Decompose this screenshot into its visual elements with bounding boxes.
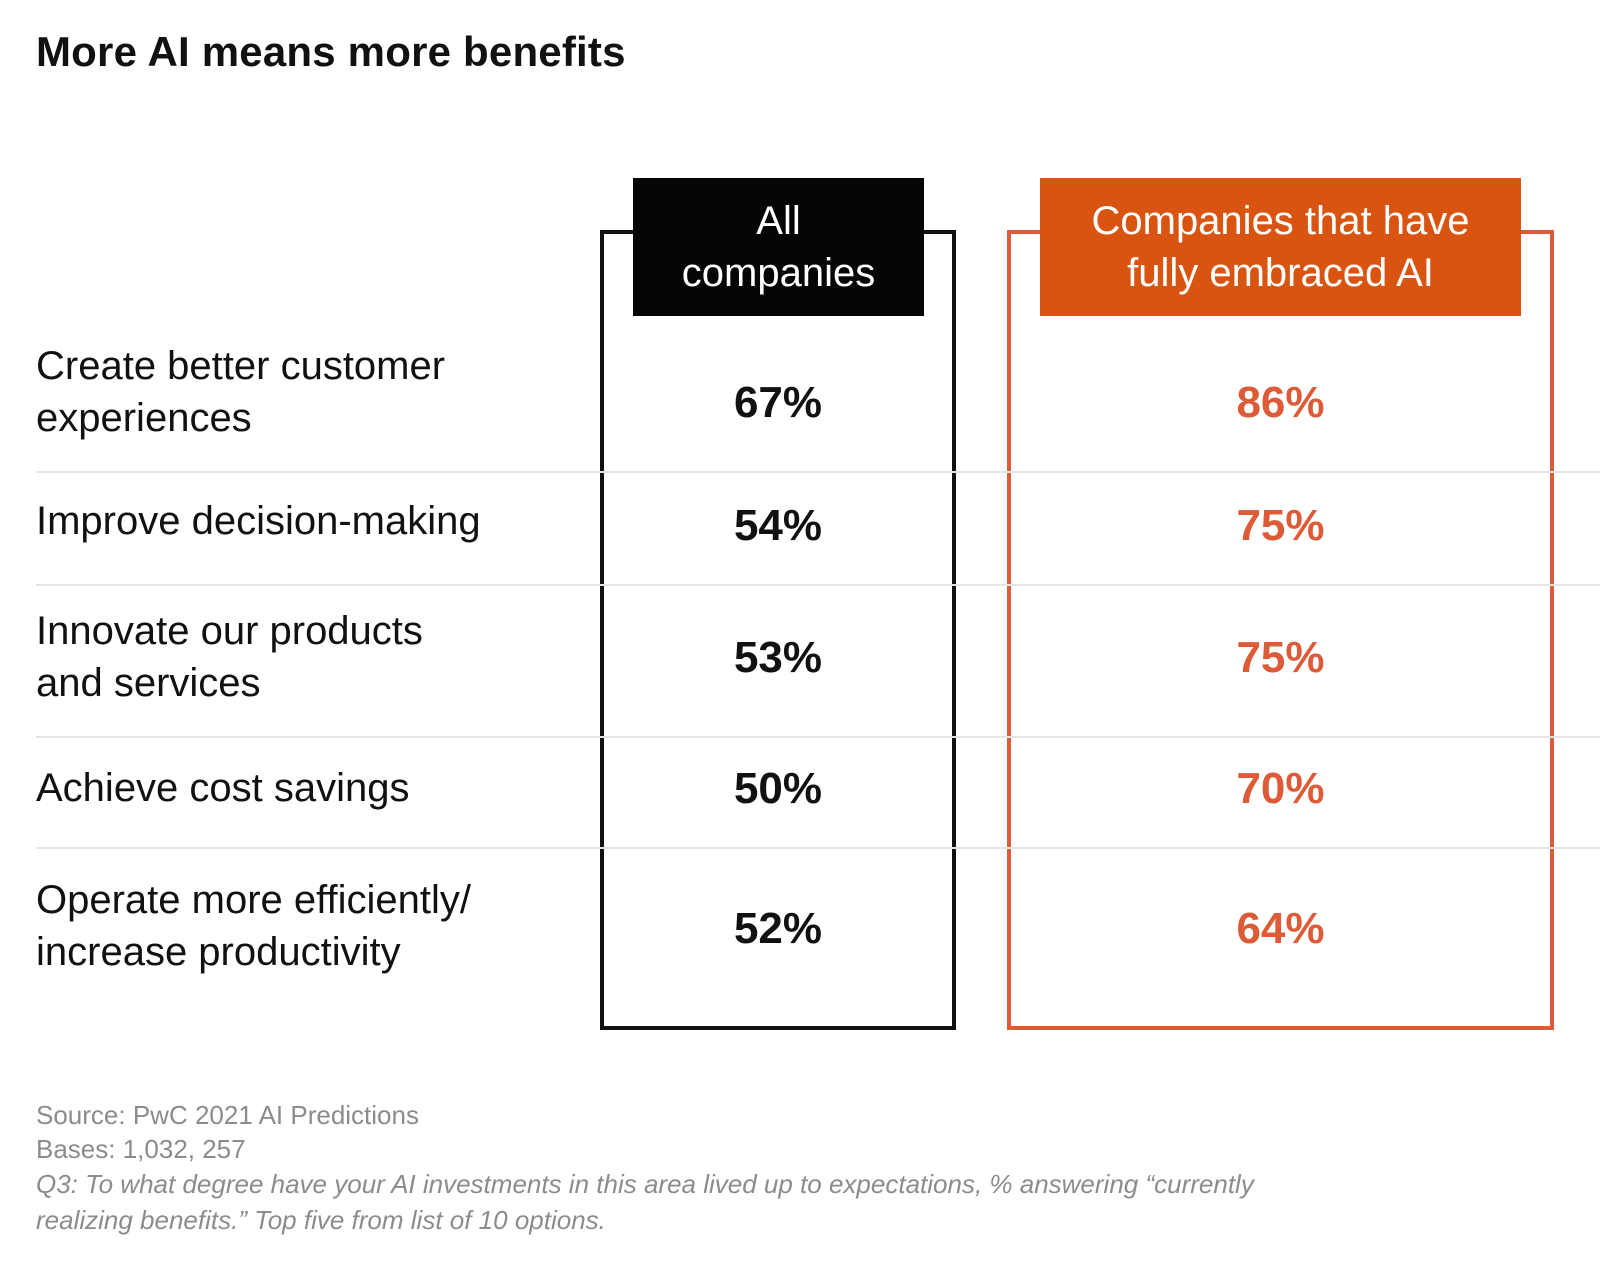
- row-divider: [36, 471, 1600, 473]
- row-divider: [36, 847, 1600, 849]
- row-label: Improve decision-making: [36, 499, 481, 543]
- all-companies-value: 52%: [733, 904, 823, 953]
- embraced-ai-value: 70%: [1236, 764, 1325, 813]
- row-label: Operate more efficiently/ increase produ…: [36, 878, 472, 974]
- table-row: Improve decision-making 54% 75%: [36, 495, 1600, 575]
- embraced-ai-value: 75%: [1236, 633, 1325, 682]
- embraced-ai-value: 86%: [1236, 378, 1325, 427]
- question-note: Q3: To what degree have your AI investme…: [36, 1169, 1254, 1235]
- chart-title: More AI means more benefits: [36, 28, 626, 75]
- all-companies-header: All companies: [633, 178, 924, 316]
- all-companies-header-label: All companies: [681, 199, 876, 295]
- embraced-ai-header-label: Companies that have fully embraced AI: [1091, 199, 1470, 295]
- source-text: Source: PwC 2021 AI Predictions: [36, 1100, 419, 1130]
- embraced-ai-header: Companies that have fully embraced AI: [1040, 178, 1521, 316]
- embraced-ai-value: 75%: [1236, 501, 1325, 550]
- source-note: Source: PwC 2021 AI Predictions Bases: 1…: [36, 1098, 419, 1166]
- row-label: Innovate our products and services: [36, 609, 423, 705]
- table-row: Create better customer experiences 67% 8…: [36, 340, 1600, 470]
- bases-text: Bases: 1,032, 257: [36, 1134, 246, 1164]
- table-row: Innovate our products and services 53% 7…: [36, 605, 1600, 725]
- table-row: Achieve cost savings 50% 70%: [36, 762, 1600, 842]
- all-companies-value: 50%: [733, 764, 823, 813]
- row-divider: [36, 584, 1600, 586]
- all-companies-value: 53%: [733, 633, 823, 682]
- embraced-ai-value: 64%: [1236, 904, 1325, 953]
- all-companies-value: 54%: [733, 501, 823, 550]
- row-label: Create better customer experiences: [36, 344, 446, 440]
- row-label: Achieve cost savings: [36, 766, 410, 810]
- row-divider: [36, 736, 1600, 738]
- all-companies-value: 67%: [733, 378, 823, 427]
- table-row: Operate more efficiently/ increase produ…: [36, 874, 1600, 994]
